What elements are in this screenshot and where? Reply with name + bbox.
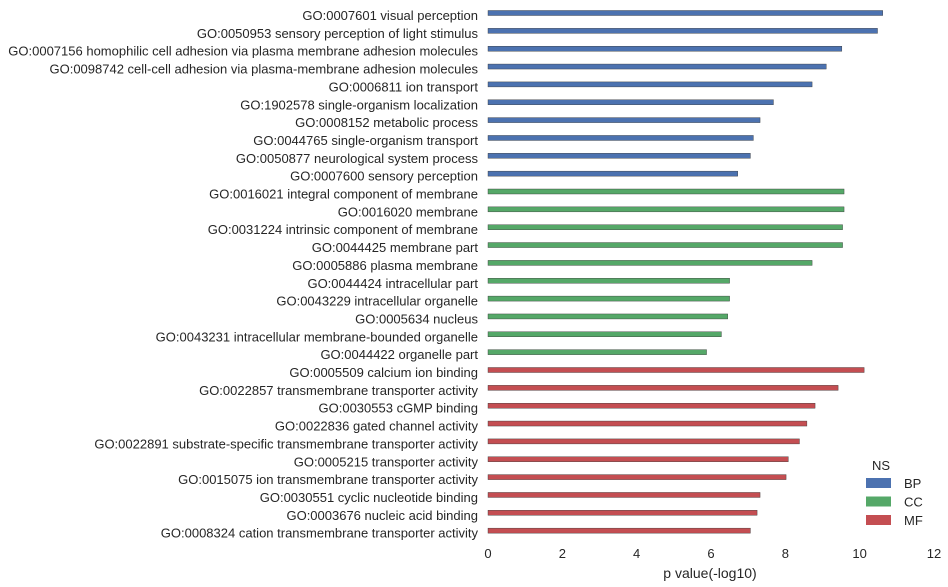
legend-swatch-bp	[866, 478, 891, 488]
bar-cc-11	[487, 188, 845, 195]
category-label: GO:0044765 single-organism transport	[253, 133, 478, 148]
category-label: GO:0008324 cation transmembrane transpor…	[161, 526, 479, 541]
bar-bp-7	[487, 117, 761, 123]
category-label: GO:0044422 organelle part	[320, 347, 478, 362]
category-label: GO:0030551 cyclic nucleotide binding	[260, 490, 478, 505]
bar-bp-6	[487, 99, 774, 105]
category-label: GO:0007156 homophilic cell adhesion via …	[8, 44, 478, 59]
category-label: GO:0044424 intracellular part	[307, 276, 478, 291]
bar-cc-12	[487, 206, 845, 213]
bar-mf-30	[487, 527, 751, 534]
bar-mf-29	[487, 510, 758, 516]
bar-bp-4	[487, 63, 827, 70]
category-label: GO:1902578 single-organism localization	[240, 97, 478, 112]
legend-label-bp: BP	[904, 476, 921, 491]
category-label: GO:0005509 calcium ion binding	[289, 365, 478, 380]
bar-mf-28	[487, 492, 761, 498]
category-label: GO:0022891 substrate-specific transmembr…	[94, 436, 478, 451]
category-label: GO:0043229 intracellular organelle	[276, 294, 478, 309]
category-label: GO:0005634 nucleus	[355, 311, 478, 326]
category-label: GO:0007600 sensory perception	[290, 169, 478, 184]
x-tick-label: 10	[852, 546, 866, 561]
bar-mf-21	[487, 367, 865, 373]
category-label: GO:0050877 neurological system process	[236, 151, 479, 166]
bar-cc-13	[487, 224, 843, 230]
bars-layer	[487, 10, 883, 534]
bar-mf-25	[487, 438, 800, 445]
category-label: GO:0015075 ion transmembrane transporter…	[178, 472, 478, 487]
bar-mf-24	[487, 420, 808, 427]
bar-cc-14	[487, 242, 843, 248]
category-label: GO:0031224 intrinsic component of membra…	[208, 222, 478, 237]
bar-cc-18	[487, 313, 728, 320]
bar-bp-3	[487, 46, 843, 52]
category-label: GO:0050953 sensory perception of light s…	[197, 26, 479, 41]
category-label: GO:0098742 cell-cell adhesion via plasma…	[49, 62, 478, 77]
category-label: GO:0008152 metabolic process	[295, 115, 478, 130]
x-tick-label: 8	[782, 546, 789, 561]
x-axis-title: p value(-log10)	[663, 565, 756, 581]
x-tick-label: 0	[484, 546, 491, 561]
category-label: GO:0005215 transporter activity	[294, 454, 479, 469]
bar-cc-20	[487, 349, 707, 355]
x-tick-label: 12	[927, 546, 941, 561]
x-tick-label: 4	[633, 546, 640, 561]
category-label: GO:0016020 membrane	[338, 204, 478, 219]
legend: NS BP CC MF	[866, 458, 923, 528]
category-label: GO:0022836 gated channel activity	[275, 419, 479, 434]
bar-cc-17	[487, 295, 730, 302]
legend-title: NS	[872, 458, 890, 473]
legend-swatch-cc	[866, 496, 891, 507]
bar-mf-26	[487, 456, 789, 462]
x-tick-label: 6	[707, 546, 714, 561]
category-label: GO:0022857 transmembrane transporter act…	[199, 383, 478, 398]
legend-entries: BP CC MF	[866, 476, 923, 528]
bar-mf-27	[487, 474, 787, 480]
legend-swatch-mf	[866, 515, 891, 525]
category-labels: GO:0007601 visual perception GO:0050953 s…	[8, 8, 478, 541]
legend-label-cc: CC	[904, 495, 923, 510]
x-tick-label: 2	[559, 546, 566, 561]
legend-label-mf: MF	[904, 513, 923, 528]
bar-bp-8	[487, 135, 754, 141]
category-label: GO:0044425 membrane part	[312, 240, 479, 255]
bar-bp-10	[487, 170, 738, 177]
bar-bp-9	[487, 153, 751, 159]
category-label: GO:0043231 intracellular membrane-bounde…	[156, 329, 478, 344]
bar-cc-15	[487, 260, 813, 266]
bar-mf-22	[487, 385, 839, 391]
bar-mf-23	[487, 403, 816, 409]
bar-bp-2	[487, 28, 878, 34]
bar-cc-19	[487, 331, 722, 337]
x-axis-ticks: 0 2 4 6 8 10 12	[484, 546, 941, 561]
bar-bp-5	[487, 81, 813, 88]
category-label: GO:0007601 visual perception	[302, 8, 478, 23]
category-label: GO:0006811 ion transport	[329, 79, 479, 94]
bar-bp-1	[487, 10, 883, 16]
bar-cc-16	[487, 278, 730, 284]
category-label: GO:0003676 nucleic acid binding	[286, 508, 478, 523]
category-label: GO:0005886 plasma membrane	[292, 258, 478, 273]
category-label: GO:0030553 cGMP binding	[319, 401, 478, 416]
category-label: GO:0016021 integral component of membran…	[209, 187, 478, 202]
